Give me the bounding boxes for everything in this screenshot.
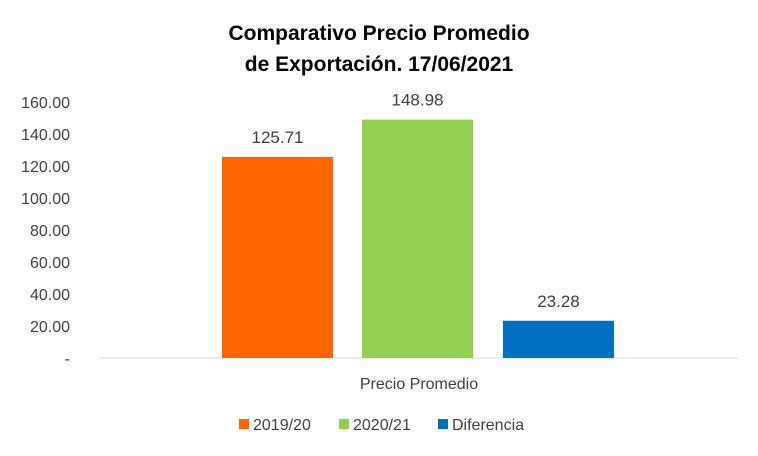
chart-title-line2: de Exportación. 17/06/2021 [245, 53, 514, 76]
category-label: Precio Promedio [360, 376, 478, 393]
data-label: 23.28 [537, 292, 580, 311]
bar-diferencia [503, 320, 614, 358]
legend: 2019/20 2020/21 Diferencia [239, 417, 524, 434]
y-tick-label: 100.00 [21, 191, 70, 208]
legend-label: 2019/20 [253, 417, 311, 434]
legend-label: Diferencia [452, 417, 524, 434]
y-tick-label: 20.00 [30, 319, 70, 336]
legend-swatch [438, 419, 448, 429]
bars-group: 125.71 148.98 23.28 [222, 91, 614, 358]
bar-2020-21 [362, 119, 473, 358]
chart-title-line1: Comparativo Precio Promedio [228, 22, 529, 45]
bar-2019-20 [222, 156, 333, 358]
y-tick-label: 40.00 [30, 287, 70, 304]
legend-swatch [339, 419, 349, 429]
legend-label: 2020/21 [353, 417, 411, 434]
y-tick-label: 160.00 [21, 95, 70, 112]
legend-swatch [239, 419, 249, 429]
data-label: 148.98 [392, 91, 444, 110]
y-tick-label: 60.00 [30, 255, 70, 272]
y-tick-label: - [65, 351, 70, 368]
data-label: 125.71 [252, 128, 304, 147]
y-tick-label: 140.00 [21, 127, 70, 144]
y-tick-label: 120.00 [21, 159, 70, 176]
y-axis: - 20.00 40.00 60.00 80.00 100.00 120.00 140.00 1… [21, 95, 70, 368]
y-tick-label: 80.00 [30, 223, 70, 240]
